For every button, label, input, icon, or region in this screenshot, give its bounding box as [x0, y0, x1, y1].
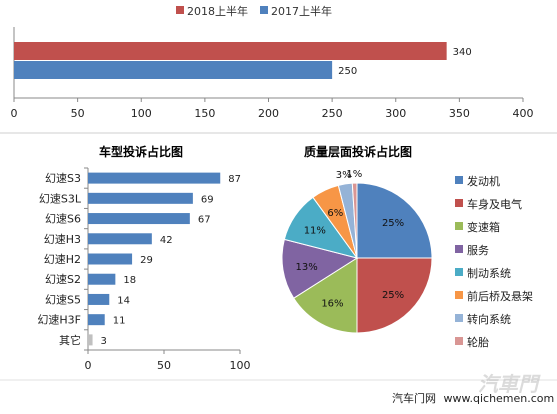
model-bar-幻速S6 [88, 213, 190, 225]
model-bar-幻速H2 [88, 253, 133, 265]
pie-legend-swatch-2 [455, 222, 463, 230]
x-tick-label: 350 [449, 107, 470, 120]
x-tick-label: 250 [322, 107, 343, 120]
pie-legend-swatch-4 [455, 268, 463, 276]
model-bar-幻速H3 [88, 233, 152, 245]
pie-legend-label-2: 变速箱 [467, 220, 500, 234]
model-category-label: 其它 [59, 333, 81, 347]
watermark-logo: 汽車門 [478, 368, 538, 397]
legend-swatch-1 [260, 6, 268, 14]
pie-legend-swatch-3 [455, 245, 463, 253]
bar-2017上半年 [14, 61, 333, 79]
pie-chart-title: 质量层面投诉占比图 [304, 144, 412, 159]
pie-value-label: 11% [304, 225, 326, 236]
pie-legend-swatch-6 [455, 314, 463, 322]
model-value-label: 11 [113, 316, 126, 327]
pie-value-label: 25% [382, 290, 404, 301]
x-tick-label: 0 [11, 107, 18, 120]
model-x-tick-label: 50 [157, 359, 171, 372]
x-tick-label: 50 [71, 107, 85, 120]
pie-legend-label-3: 服务 [467, 244, 489, 257]
model-category-label: 幻速H3 [44, 233, 81, 246]
model-x-tick-label: 0 [85, 359, 92, 372]
pie-legend-swatch-7 [455, 337, 463, 345]
model-value-label: 67 [198, 215, 211, 226]
model-value-label: 87 [228, 174, 241, 185]
model-x-tick-label: 100 [230, 359, 251, 372]
legend-label-0: 2018上半年 [187, 4, 248, 18]
model-bar-幻速H3F [88, 314, 105, 326]
pie-legend-label-5: 前后桥及悬架 [467, 289, 533, 303]
watermark: 汽车门网 www.qichemen.com [392, 390, 554, 406]
pie-legend-label-7: 轮胎 [467, 335, 489, 349]
x-tick-label: 400 [513, 107, 534, 120]
watermark-brand: 汽车门网 [392, 392, 436, 405]
pie-legend-swatch-1 [455, 199, 463, 207]
pie-legend-label-4: 制动系统 [467, 267, 511, 280]
pie-slice-车身及电气 [356, 257, 433, 334]
model-bar-幻速S3L [88, 192, 193, 204]
model-value-label: 42 [160, 235, 173, 246]
bar-value-label-0: 340 [453, 47, 472, 58]
legend-swatch-0 [176, 6, 184, 14]
pie-value-label: 13% [296, 262, 318, 273]
model-value-label: 69 [201, 194, 214, 205]
model-bar-幻速S2 [88, 273, 116, 285]
x-tick-label: 150 [194, 107, 215, 120]
watermark-url: www.qichemen.com [443, 392, 555, 405]
model-bar-幻速S3 [88, 172, 221, 184]
x-tick-label: 100 [131, 107, 152, 120]
pie-legend-label-0: 发动机 [467, 174, 500, 188]
pie-slice-轮胎 [351, 182, 358, 259]
bar-2018上半年 [14, 42, 447, 60]
pie-slice-服务 [281, 238, 359, 299]
model-category-label: 幻速H3F [37, 314, 81, 327]
pie-value-label: 3% [336, 170, 352, 181]
pie-legend-swatch-5 [455, 291, 463, 299]
legend-label-1: 2017上半年 [271, 4, 332, 18]
model-chart-title: 车型投诉占比图 [99, 144, 183, 159]
model-bar-其它 [88, 334, 93, 346]
model-category-label: 幻速S2 [45, 273, 81, 286]
pie-legend-label-1: 车身及电气 [467, 197, 522, 211]
model-value-label: 18 [123, 275, 136, 286]
pie-value-label: 25% [382, 218, 404, 229]
pie-legend-label-6: 转向系统 [467, 312, 511, 326]
model-value-label: 14 [117, 295, 130, 306]
model-category-label: 幻速S5 [45, 293, 81, 306]
pie-value-label: 6% [327, 208, 343, 219]
model-category-label: 幻速S6 [45, 213, 81, 226]
model-value-label: 29 [140, 255, 153, 266]
model-bar-幻速S5 [88, 293, 110, 305]
model-category-label: 幻速S3 [45, 172, 81, 185]
model-value-label: 3 [101, 336, 107, 347]
model-category-label: 幻速H2 [44, 253, 81, 266]
pie-legend-swatch-0 [455, 176, 463, 184]
bar-value-label-1: 250 [338, 66, 357, 77]
x-tick-label: 200 [258, 107, 279, 120]
x-tick-label: 300 [385, 107, 406, 120]
pie-value-label: 1% [346, 169, 362, 180]
model-category-label: 幻速S3L [39, 192, 82, 205]
pie-value-label: 16% [321, 299, 343, 310]
pie-slice-变速箱 [292, 257, 358, 334]
pie-slice-发动机 [356, 182, 433, 259]
watermark-logo-text: 汽車門 [478, 372, 538, 396]
